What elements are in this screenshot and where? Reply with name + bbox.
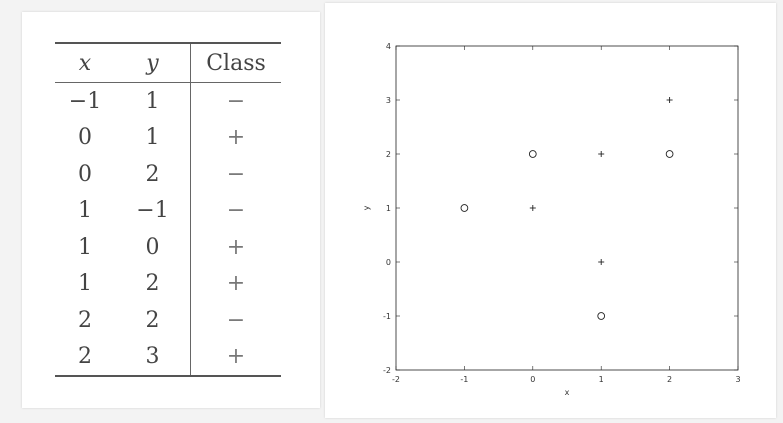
y-tick-label: 1 — [386, 204, 391, 213]
cell-y: 2 — [145, 271, 160, 297]
cell-class: + — [190, 338, 281, 377]
y-tick-label: 2 — [386, 150, 391, 159]
y-tick-label: -2 — [383, 366, 391, 375]
cell-x: 0 — [78, 125, 92, 151]
table-row: 2 3 + — [55, 338, 281, 377]
y-tick-label: 4 — [386, 42, 391, 51]
x-tick-label: -2 — [392, 375, 400, 384]
cell-y: −1 — [136, 198, 169, 224]
x-tick-label: 0 — [530, 375, 535, 384]
table-row: 0 1 + — [55, 119, 281, 156]
data-point-plus — [598, 151, 605, 157]
cell-y: 1 — [145, 125, 160, 151]
cell-x: 2 — [55, 338, 115, 377]
data-point-circle — [528, 150, 537, 158]
scatter-plot: -2 -1 0 1 2 3 -2 -1 0 1 2 3 4 x y — [362, 42, 741, 397]
x-tick-label: -1 — [460, 375, 468, 384]
x-tick-label: 1 — [599, 375, 604, 384]
data-point-circle — [665, 150, 674, 158]
table-row: 1 −1− — [55, 192, 281, 229]
y-tick-label: 3 — [386, 96, 391, 105]
cell-x: −1 — [68, 88, 102, 114]
cell-x: 2 — [78, 307, 92, 333]
cell-class: − — [190, 302, 281, 339]
cell-x: 1 — [78, 234, 92, 260]
y-tick-label: 0 — [386, 258, 391, 267]
data-table-panel: x y Class −1 1−0 1 +0 2−1 −1−1 0 +1 2 +2 2−2 3 + — [22, 12, 320, 408]
y-tick-label: -1 — [383, 312, 391, 321]
data-point-circle — [460, 204, 469, 212]
table-row: −1 1 − — [55, 82, 281, 120]
table-row: 1 0 + — [55, 229, 281, 266]
cell-class: − — [190, 82, 281, 120]
data-point-plus — [598, 259, 605, 265]
data-point-plus — [529, 205, 536, 211]
cell-y: 3 — [115, 338, 191, 377]
table-row: 1 2 + — [55, 265, 281, 302]
cell-class: − — [190, 192, 281, 229]
cell-class: + — [190, 265, 281, 302]
cell-x: 1 — [78, 198, 92, 224]
header-class: Class — [190, 43, 281, 83]
y-axis-label: y — [362, 205, 371, 210]
cell-y: 1 — [145, 88, 160, 114]
scatter-plot-panel: -2 -1 0 1 2 3 -2 -1 0 1 2 3 4 x y — [325, 3, 776, 418]
x-axis-label: x — [565, 388, 570, 397]
cell-class: − — [190, 156, 281, 193]
x-tick-label: 3 — [735, 375, 740, 384]
header-x: x — [78, 50, 92, 76]
cell-x: 0 — [78, 161, 92, 187]
cell-y: 2 — [145, 161, 160, 187]
plot-frame — [395, 45, 739, 371]
data-point-plus — [666, 97, 673, 103]
cell-y: 2 — [145, 307, 160, 333]
table-row: 2 2 − — [55, 302, 281, 339]
table-row: 0 2 − — [55, 156, 281, 193]
table-header-row: x y Class — [55, 43, 281, 83]
x-tick-label: 2 — [667, 375, 672, 384]
cell-x: 1 — [78, 271, 92, 297]
cell-class: + — [190, 229, 281, 266]
header-y: y — [146, 50, 159, 76]
data-table: x y Class −1 1−0 1 +0 2−1 −1−1 0 +1 2 +2 2−2 3 + — [55, 42, 281, 377]
cell-y: 0 — [145, 234, 160, 260]
cell-class: + — [190, 119, 281, 156]
data-point-circle — [597, 312, 606, 320]
